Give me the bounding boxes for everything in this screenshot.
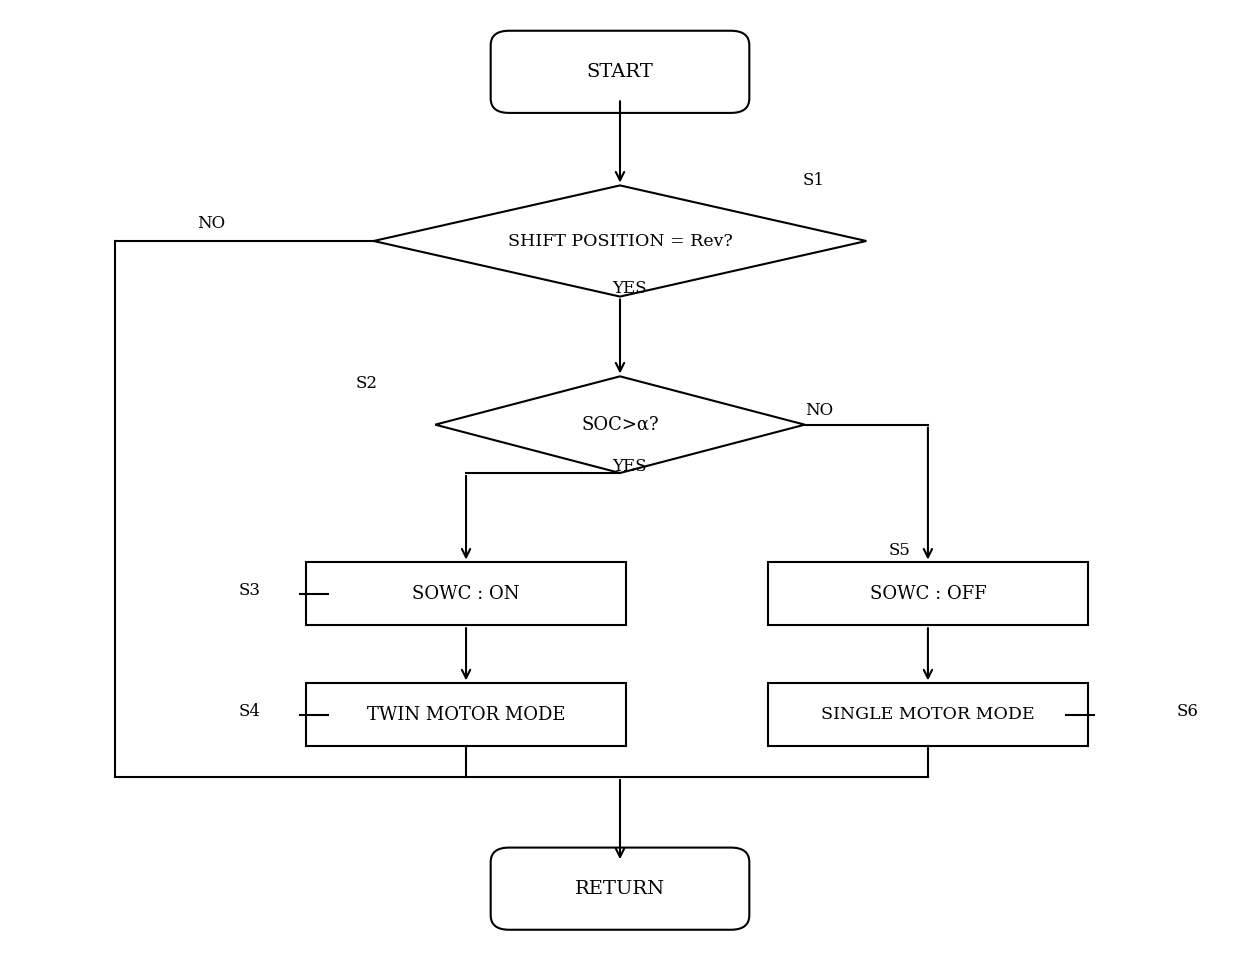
FancyBboxPatch shape <box>768 563 1087 625</box>
Polygon shape <box>373 185 867 296</box>
Text: SOWC : ON: SOWC : ON <box>412 585 520 603</box>
Polygon shape <box>435 376 805 473</box>
Text: TWIN MOTOR MODE: TWIN MOTOR MODE <box>367 706 565 723</box>
Text: S3: S3 <box>238 582 260 600</box>
Text: SOC>α?: SOC>α? <box>582 415 658 434</box>
Text: S5: S5 <box>889 542 910 559</box>
Text: NO: NO <box>806 402 833 418</box>
Text: S2: S2 <box>355 374 377 392</box>
Text: START: START <box>587 62 653 81</box>
Text: S6: S6 <box>1177 703 1199 721</box>
Text: YES: YES <box>613 280 647 296</box>
FancyBboxPatch shape <box>491 847 749 930</box>
Text: RETURN: RETURN <box>575 879 665 898</box>
Text: SHIFT POSITION = Rev?: SHIFT POSITION = Rev? <box>507 232 733 250</box>
FancyBboxPatch shape <box>306 563 626 625</box>
Text: NO: NO <box>197 215 226 232</box>
Text: SOWC : OFF: SOWC : OFF <box>869 585 986 603</box>
FancyBboxPatch shape <box>491 31 749 113</box>
Text: S4: S4 <box>238 703 260 721</box>
Text: YES: YES <box>613 457 647 475</box>
Text: SINGLE MOTOR MODE: SINGLE MOTOR MODE <box>821 706 1034 723</box>
FancyBboxPatch shape <box>768 683 1087 746</box>
Text: S1: S1 <box>802 172 825 188</box>
FancyBboxPatch shape <box>306 683 626 746</box>
